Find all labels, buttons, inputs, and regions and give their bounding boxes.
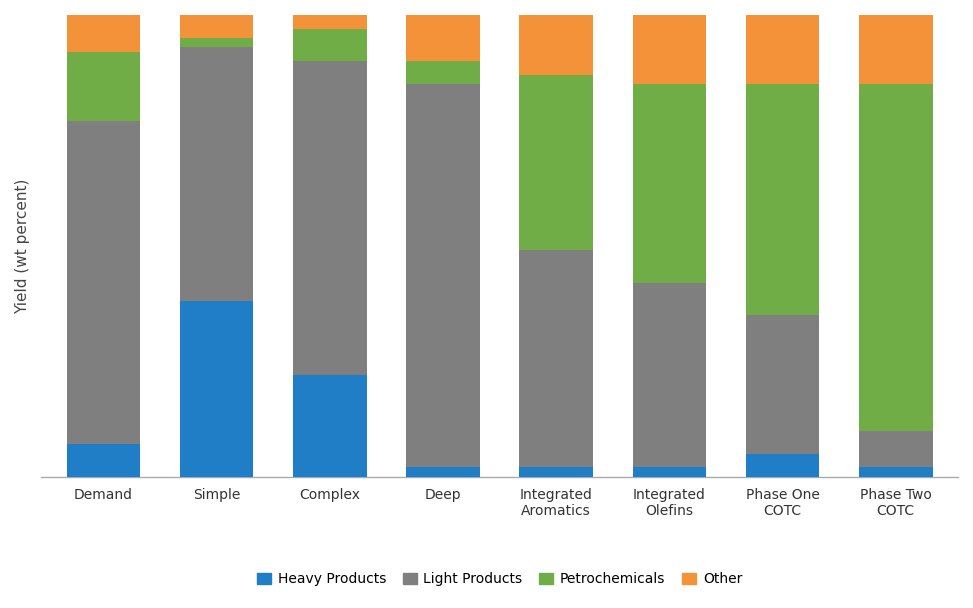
Bar [180, 301, 253, 477]
Bar [745, 15, 819, 85]
Bar [406, 468, 480, 477]
Bar [66, 52, 140, 121]
Bar [293, 61, 367, 375]
Y-axis label: Yield (wt percent): Yield (wt percent) [15, 178, 30, 314]
Bar [859, 85, 932, 430]
Bar [745, 454, 819, 477]
Bar [180, 38, 253, 47]
Bar [66, 15, 140, 52]
Bar [745, 315, 819, 454]
Bar [66, 121, 140, 444]
Bar [632, 468, 706, 477]
Bar [180, 15, 253, 38]
Bar [520, 468, 593, 477]
Bar [520, 250, 593, 468]
Legend: Heavy Products, Light Products, Petrochemicals, Other: Heavy Products, Light Products, Petroche… [251, 567, 748, 592]
Bar [632, 15, 706, 85]
Bar [180, 47, 253, 301]
Bar [632, 85, 706, 283]
Bar [859, 468, 932, 477]
Bar [632, 283, 706, 468]
Bar [293, 15, 367, 29]
Bar [520, 75, 593, 250]
Bar [66, 444, 140, 477]
Bar [293, 29, 367, 61]
Bar [406, 85, 480, 468]
Bar [859, 15, 932, 85]
Bar [520, 15, 593, 75]
Bar [859, 430, 932, 468]
Bar [406, 15, 480, 61]
Bar [745, 85, 819, 315]
Bar [293, 375, 367, 477]
Bar [406, 61, 480, 85]
